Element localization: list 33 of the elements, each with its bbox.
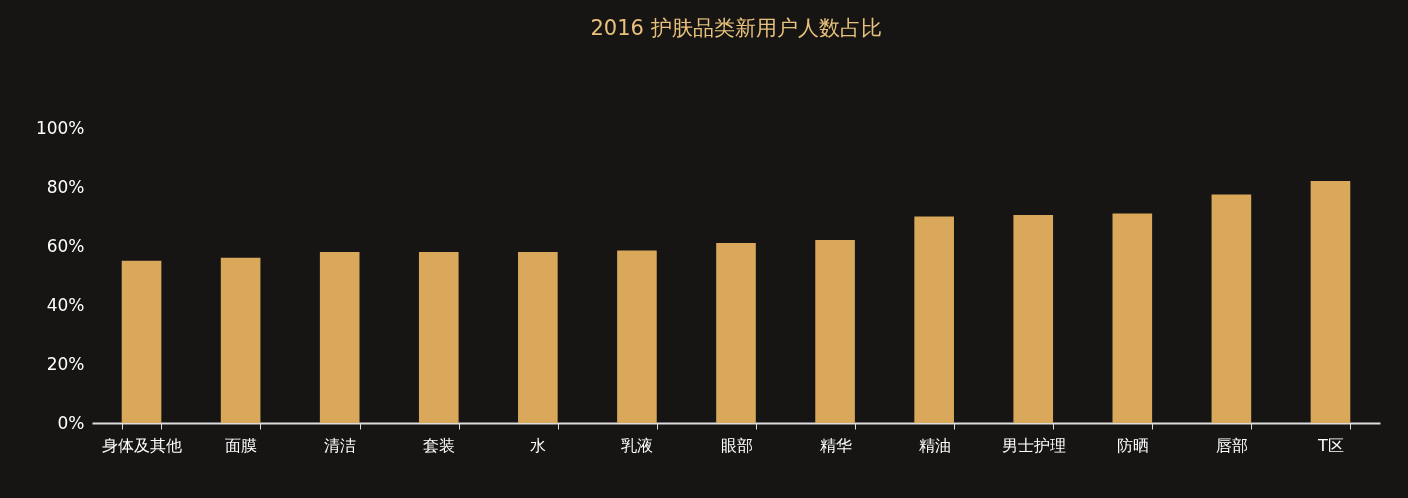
x-tick-label: 眼部 [720, 435, 753, 455]
y-tick-label: 40% [46, 294, 85, 315]
x-tick-label: 男士护理 [1001, 435, 1066, 455]
y-tick-label: 60% [46, 235, 85, 256]
bar [1211, 194, 1252, 423]
bar [716, 243, 756, 423]
bar [518, 251, 558, 423]
bar [319, 251, 360, 423]
y-tick-label: 80% [46, 176, 85, 197]
x-tick-label: 唇部 [1215, 435, 1248, 455]
bar [121, 260, 162, 423]
bar [220, 257, 261, 423]
bar [1310, 181, 1351, 423]
y-tick-label: 100% [35, 117, 85, 138]
x-tick-label: 清洁 [324, 435, 357, 455]
bar [1112, 213, 1153, 423]
x-tick-label: 水 [530, 435, 547, 455]
chart-title: 2016 护肤品类新用户人数占比 [590, 16, 882, 40]
bar [1013, 215, 1054, 423]
bar [914, 216, 954, 423]
x-tick-label: 身体及其他 [102, 435, 183, 455]
bar [617, 250, 657, 423]
x-tick-label: 乳液 [621, 435, 654, 455]
bar [815, 240, 855, 423]
x-tick-label: 面膜 [225, 435, 258, 455]
y-tick-label: 0% [57, 412, 85, 433]
x-tick-label: 精油 [918, 435, 951, 455]
x-tick-label: 套装 [423, 435, 456, 455]
bar [418, 251, 459, 423]
x-tick-label: 防晒 [1116, 435, 1149, 455]
y-tick-label: 20% [46, 353, 85, 374]
x-tick-label: 精华 [819, 435, 852, 455]
x-tick-label: T区 [1317, 435, 1344, 455]
